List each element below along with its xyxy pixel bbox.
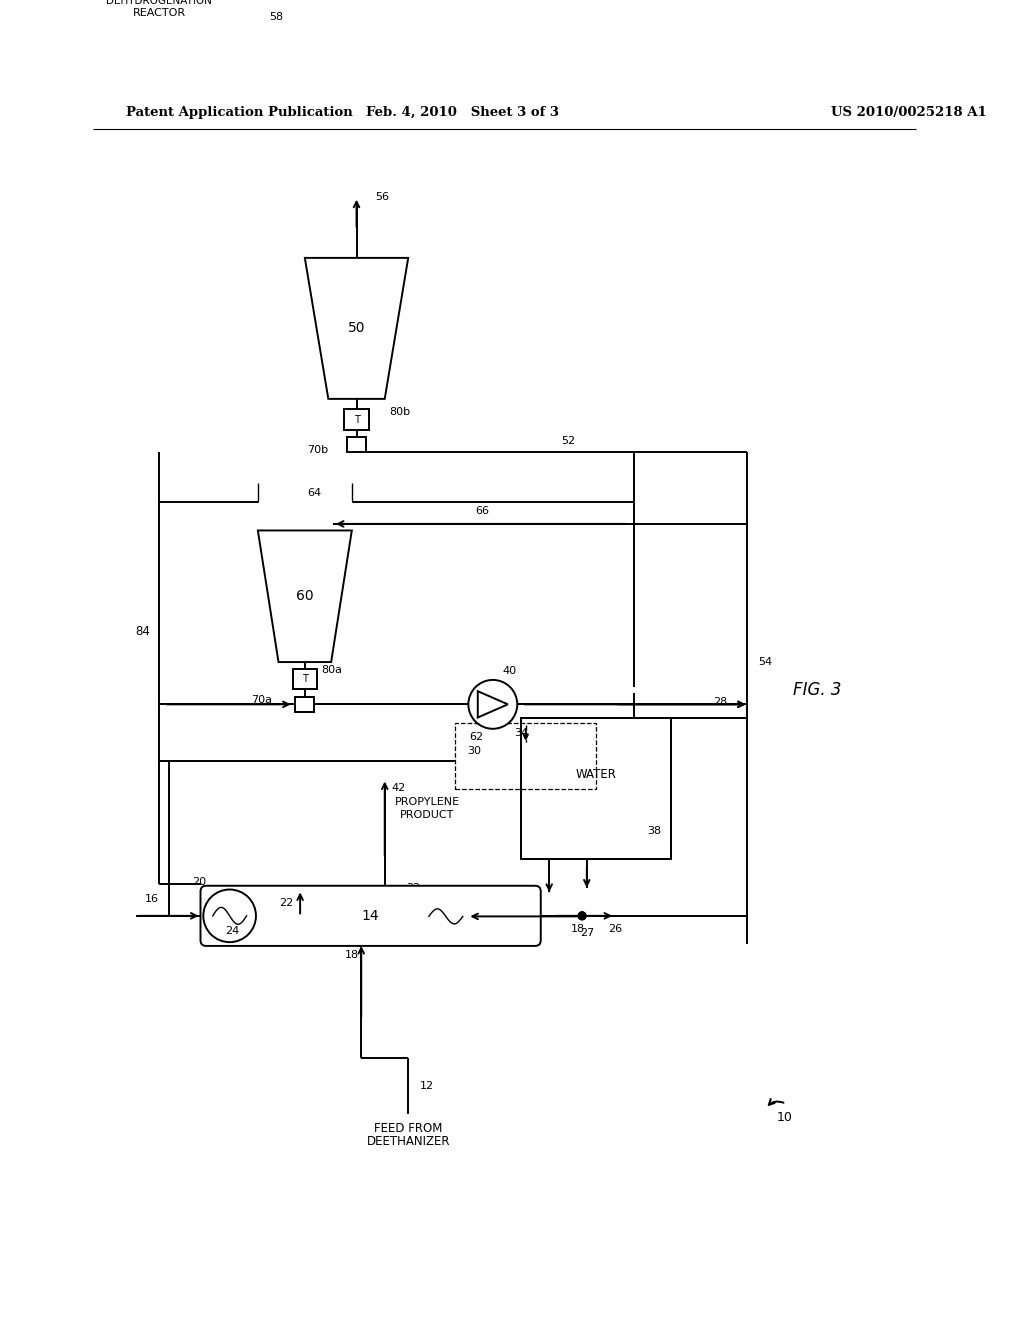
Bar [347,437,366,453]
Text: 12: 12 [420,1081,433,1090]
Circle shape [221,912,228,920]
Circle shape [579,912,586,920]
Text: US 2010/0025218 A1: US 2010/0025218 A1 [831,106,987,119]
Text: 70a: 70a [251,694,272,705]
Text: WATER: WATER [575,768,616,781]
Text: 80b: 80b [389,407,411,417]
Text: Feb. 4, 2010   Sheet 3 of 3: Feb. 4, 2010 Sheet 3 of 3 [367,106,559,119]
Text: 18: 18 [570,924,585,935]
Text: 20: 20 [193,876,207,887]
Text: 27: 27 [580,928,594,937]
Bar [344,409,369,430]
Bar [456,723,596,789]
Text: FIG. 3: FIG. 3 [793,681,842,700]
Text: 54: 54 [758,657,772,667]
Polygon shape [258,531,352,663]
Polygon shape [478,692,508,718]
Circle shape [204,890,256,942]
Text: 26: 26 [608,924,622,935]
FancyBboxPatch shape [201,886,541,946]
Text: T: T [302,675,308,684]
Bar [293,669,317,689]
Text: 42: 42 [392,783,406,793]
Text: 56: 56 [376,191,389,202]
Text: 14: 14 [361,909,380,923]
Text: 66: 66 [475,506,489,516]
Text: Patent Application Publication: Patent Application Publication [126,106,353,119]
Text: 50: 50 [348,321,366,335]
Text: 32: 32 [406,883,420,894]
Text: 52: 52 [561,436,575,446]
Text: 16: 16 [144,894,159,904]
Text: 58: 58 [269,12,284,22]
Text: 38: 38 [647,826,662,837]
Text: REACTOR: REACTOR [132,8,185,18]
Text: DEETHANIZER: DEETHANIZER [367,1135,450,1148]
Circle shape [422,892,469,940]
Text: 34: 34 [514,727,528,738]
Text: 80a: 80a [322,664,343,675]
Text: 84: 84 [135,624,150,638]
Circle shape [579,912,586,920]
Text: 70b: 70b [307,445,329,454]
Text: 10: 10 [776,1111,793,1125]
Text: T: T [353,414,359,425]
Text: PROPYLENE: PROPYLENE [394,797,460,807]
Text: 62: 62 [469,733,483,742]
Polygon shape [305,257,409,399]
Text: FEED FROM: FEED FROM [374,1122,442,1135]
Bar [296,697,314,711]
Text: 22: 22 [279,898,293,908]
Circle shape [468,680,517,729]
Text: 18: 18 [345,950,358,961]
Text: PRODUCT: PRODUCT [399,810,455,820]
Text: 24: 24 [225,925,240,936]
Text: 60: 60 [296,589,313,603]
Text: 40: 40 [503,667,517,676]
Text: 30: 30 [467,746,481,756]
Circle shape [579,912,586,920]
Text: 64: 64 [307,488,322,498]
Text: 28: 28 [714,697,728,706]
Bar [521,718,672,859]
Text: DEHYDROGENATION: DEHYDROGENATION [106,0,212,5]
